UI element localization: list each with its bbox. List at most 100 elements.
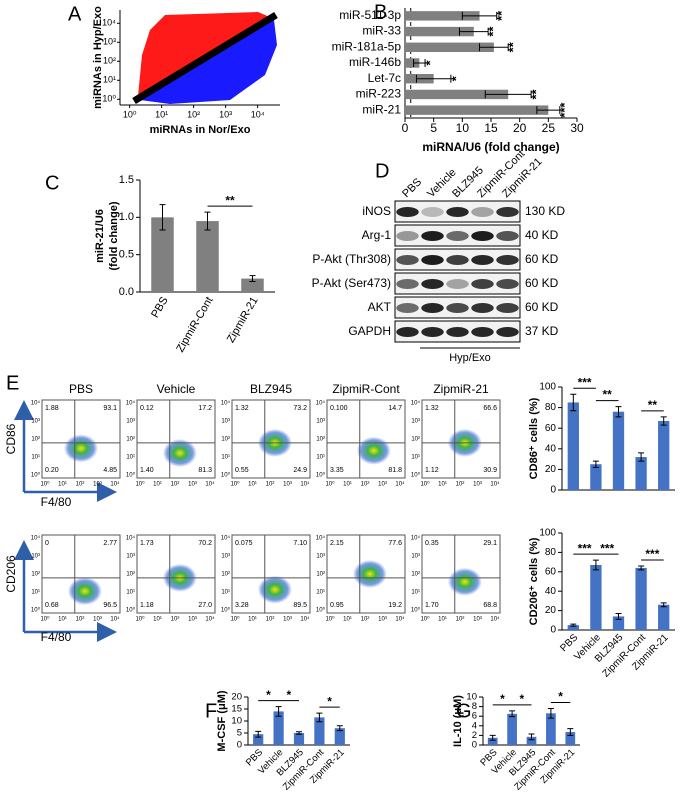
quadrant-value: 0.100 xyxy=(330,405,348,412)
error-bar xyxy=(159,204,166,231)
blot-band xyxy=(421,327,444,337)
quadrant-value: 7.10 xyxy=(293,540,307,547)
significance-label: ** xyxy=(529,88,544,99)
flow-cloud xyxy=(64,434,98,463)
bar xyxy=(612,616,625,630)
error-bar xyxy=(615,406,622,418)
flow-x-tick-label: 10⁴ xyxy=(300,616,310,623)
bar xyxy=(241,278,264,292)
flow-y-tick-label: 10⁰ xyxy=(316,607,326,614)
flow-x-tick-label: 10⁰ xyxy=(420,616,430,623)
error-bar xyxy=(461,11,498,20)
flow-y-tick-label: 10⁴ xyxy=(316,400,326,407)
flow-y-tick-label: 10² xyxy=(221,437,230,443)
flow-x-tick-label: 10¹ xyxy=(153,617,162,623)
bar xyxy=(567,625,579,630)
significance-label: * xyxy=(448,75,463,81)
flow-cloud xyxy=(447,567,482,596)
blot-band xyxy=(396,231,419,241)
flow-x-tick-label: 10¹ xyxy=(438,617,447,623)
y-tick-label: 1.0 xyxy=(119,211,134,223)
quadrant-value: 73.2 xyxy=(293,405,307,412)
error-bar xyxy=(570,623,577,627)
size-label: 37 KD xyxy=(525,324,559,338)
blot-band xyxy=(496,303,519,313)
bar xyxy=(658,420,670,490)
protein-label: Arg-1 xyxy=(362,228,392,242)
flow-x-tick-label: 10³ xyxy=(283,482,292,488)
panel-label: E xyxy=(6,372,19,394)
flow-y-tick-label: 10⁰ xyxy=(411,472,421,479)
flow-y-tick-label: 10⁰ xyxy=(126,607,136,614)
flow-x-tick-label: 10⁰ xyxy=(230,481,240,488)
flow-cloud xyxy=(352,560,387,588)
blot-band xyxy=(446,207,469,217)
significance-label: * xyxy=(519,692,524,706)
flow-x-tick-label: 10⁴ xyxy=(395,481,405,488)
significance-label: *** xyxy=(600,541,614,555)
error-bar xyxy=(275,706,282,717)
flow-x-tick-label: 10² xyxy=(76,482,85,488)
quadrant-value: 17.2 xyxy=(198,405,212,412)
y-marker-label: CD86 xyxy=(4,423,18,454)
y-tick-label: 40 xyxy=(545,443,557,454)
flow-y-tick-label: 10³ xyxy=(126,554,135,560)
y-axis-title: CD86⁺ cells (%) xyxy=(528,397,540,479)
quadrant-value: 66.6 xyxy=(483,405,497,412)
blot-band xyxy=(496,279,519,289)
error-bar xyxy=(484,90,532,99)
flow-y-tick-label: 10⁴ xyxy=(221,535,231,542)
flow-y-tick-label: 10⁰ xyxy=(126,472,136,479)
flow-y-tick-label: 10² xyxy=(411,437,420,443)
y-axis-title: CD206⁺ cells (%) xyxy=(528,537,540,625)
quadrant-value: 0 xyxy=(45,540,49,547)
quadrant-value: 93.1 xyxy=(103,405,117,412)
significance-label: ** xyxy=(494,10,509,21)
flow-x-tick-label: 10³ xyxy=(188,617,197,623)
bar xyxy=(565,732,576,745)
flow-x-tick-label: 10⁰ xyxy=(420,481,430,488)
sample-title: ZipmiR-21 xyxy=(433,382,489,396)
quadrant-value: 2.15 xyxy=(330,540,344,547)
bar xyxy=(612,411,625,490)
flow-y-tick-label: 10⁴ xyxy=(316,535,326,542)
x-tick-label: 0 xyxy=(402,121,409,135)
bar xyxy=(405,26,474,37)
flow-x-tick-label: 10⁴ xyxy=(110,481,120,488)
y-tick-label: 4 xyxy=(472,720,477,731)
flow-y-tick-label: 10⁴ xyxy=(126,535,136,542)
flow-y-tick-label: 10⁴ xyxy=(411,535,421,542)
y-tick-label: 10 xyxy=(466,692,477,703)
flow-y-tick-label: 10² xyxy=(31,572,40,578)
flow-x-tick-label: 10¹ xyxy=(153,482,162,488)
flow-x-tick-label: 10³ xyxy=(378,482,387,488)
error-bar xyxy=(204,211,211,231)
error-bar xyxy=(415,74,452,83)
flow-y-tick-label: 10¹ xyxy=(221,590,230,596)
bar xyxy=(405,42,494,52)
quadrant-value: 0.55 xyxy=(235,467,249,474)
flow-x-tick-label: 10³ xyxy=(378,617,387,623)
y-marker-label: CD206 xyxy=(4,555,18,593)
x-tick-label: 25 xyxy=(542,121,556,135)
blot-band xyxy=(396,255,419,265)
flow-x-tick-label: 10⁰ xyxy=(230,616,240,623)
flow-y-tick-label: 10² xyxy=(126,437,135,443)
y-tick-label: 100 xyxy=(539,528,556,539)
significance-label: *** xyxy=(645,547,659,561)
flow-x-tick-label: 10⁴ xyxy=(490,481,500,488)
flow-x-tick-label: 10⁰ xyxy=(40,481,50,488)
quadrant-value: 1.12 xyxy=(425,467,439,474)
quadrant-value: 1.32 xyxy=(425,405,439,412)
flow-y-tick-label: 10³ xyxy=(221,419,230,425)
flow-y-tick-label: 10³ xyxy=(221,554,230,560)
y-tick-label: 0 xyxy=(550,625,556,636)
y-tick-label: 10⁴ xyxy=(102,18,116,28)
x-marker-label: F4/80 xyxy=(41,495,72,509)
significance-label: ** xyxy=(486,26,501,37)
error-bar xyxy=(336,725,343,732)
quadrant-value: 1.18 xyxy=(140,602,154,609)
blot-band xyxy=(396,303,419,313)
error-bar xyxy=(249,275,256,283)
y-tick-label: 0 xyxy=(237,740,242,751)
